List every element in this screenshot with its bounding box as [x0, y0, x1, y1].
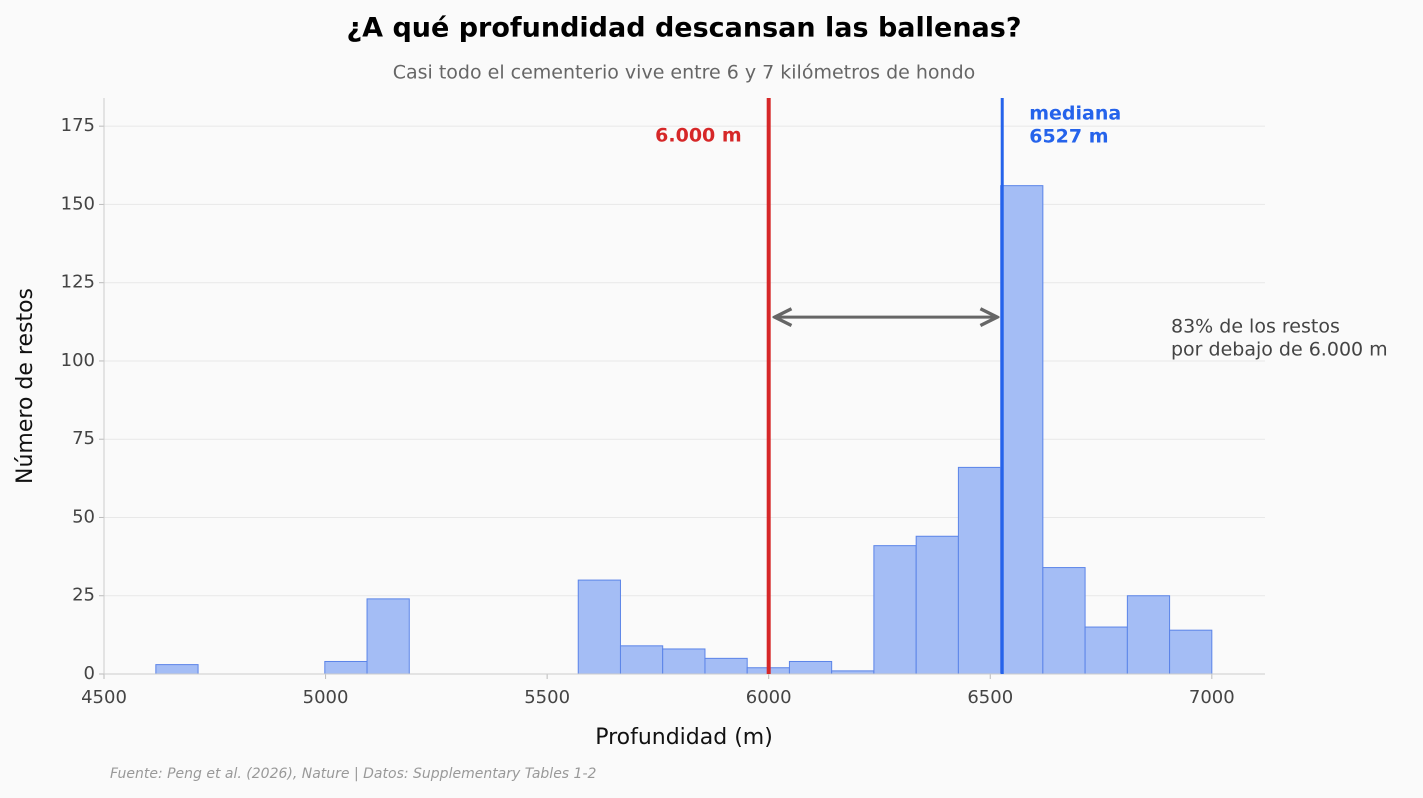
- x-tick-label: 7000: [1189, 687, 1235, 708]
- bar: [873, 545, 917, 675]
- chart-title: ¿A qué profundidad descansan las ballena…: [346, 13, 1021, 44]
- source-note: Fuente: Peng et al. (2026), Nature | Dat…: [110, 766, 597, 782]
- bar: [704, 657, 748, 675]
- annotation-text: 83% de los restos: [1171, 316, 1340, 338]
- bar: [662, 648, 706, 675]
- x-tick-label: 4500: [81, 687, 127, 708]
- annotation-text: por debajo de 6.000 m: [1171, 339, 1388, 361]
- y-tick-label: 50: [72, 506, 95, 527]
- bar: [1084, 626, 1128, 675]
- bar: [324, 660, 368, 675]
- bar: [619, 645, 664, 675]
- y-tick-label: 25: [72, 585, 95, 606]
- y-tick-label: 75: [72, 428, 95, 449]
- reference-label: 6527 m: [1029, 126, 1108, 148]
- bar: [577, 579, 621, 675]
- chart-subtitle: Casi todo el cementerio vive entre 6 y 7…: [393, 62, 976, 84]
- reference-label: mediana: [1029, 103, 1121, 125]
- bar: [788, 660, 833, 675]
- y-tick-label: 0: [84, 663, 95, 684]
- reference-label: 6.000 m: [655, 125, 742, 147]
- y-tick-label: 125: [61, 272, 95, 293]
- bar: [957, 466, 1002, 675]
- bar: [155, 664, 199, 675]
- y-tick-label: 175: [61, 115, 95, 136]
- bar: [915, 535, 959, 675]
- x-tick-label: 5500: [524, 687, 570, 708]
- y-tick-label: 150: [61, 193, 95, 214]
- y-axis-label: Número de restos: [13, 288, 38, 484]
- x-tick-label: 6500: [967, 687, 1013, 708]
- bar: [1126, 595, 1171, 675]
- x-axis-label: Profundidad (m): [595, 725, 773, 750]
- x-tick-label: 5000: [303, 687, 349, 708]
- bar: [1169, 629, 1213, 675]
- x-tick-label: 6000: [746, 687, 792, 708]
- bar: [1042, 567, 1086, 675]
- bar: [1000, 185, 1044, 675]
- bar: [366, 598, 410, 675]
- y-tick-label: 100: [61, 350, 95, 371]
